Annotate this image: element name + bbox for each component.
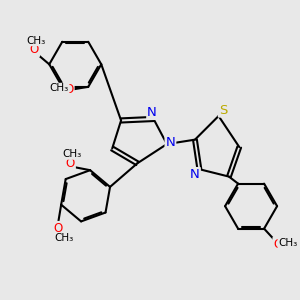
Text: O: O (54, 222, 63, 235)
Text: CH₃: CH₃ (26, 36, 46, 46)
Text: N: N (166, 136, 175, 149)
Text: N: N (190, 168, 200, 181)
Text: CH₃: CH₃ (278, 238, 297, 248)
Text: O: O (30, 43, 39, 56)
Text: O: O (64, 83, 74, 96)
Text: CH₃: CH₃ (50, 83, 69, 93)
Text: S: S (219, 103, 227, 117)
Text: O: O (66, 157, 75, 169)
Text: CH₃: CH₃ (63, 149, 82, 159)
Text: O: O (273, 238, 283, 251)
Text: N: N (147, 106, 157, 119)
Text: CH₃: CH₃ (54, 233, 73, 243)
